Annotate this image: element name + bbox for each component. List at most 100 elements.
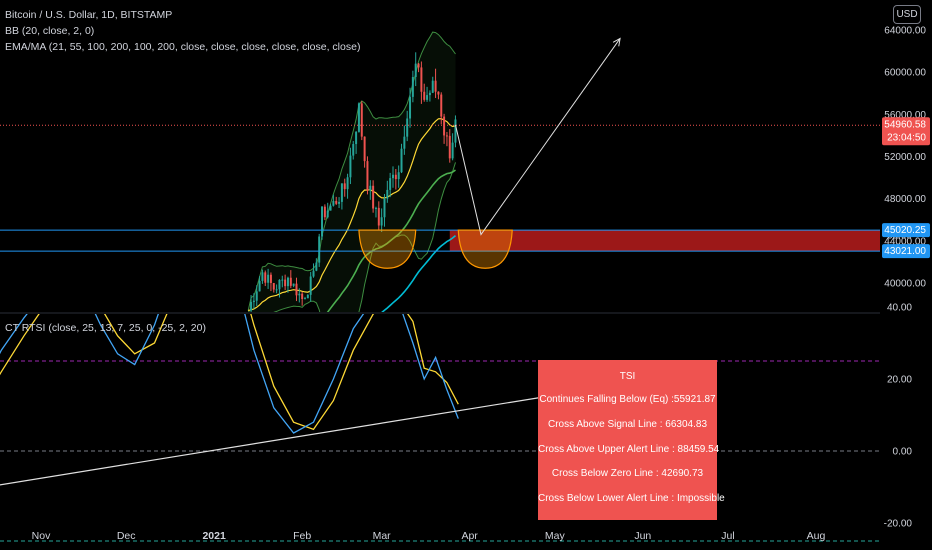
candle-body[interactable]: [417, 63, 420, 68]
price-tick-label: 60000.00: [884, 68, 926, 79]
tsi-panel-line: Cross Above Signal Line : 66304.83: [548, 419, 707, 430]
candle-body[interactable]: [414, 63, 417, 78]
candle-body[interactable]: [258, 280, 261, 292]
candle-body[interactable]: [369, 185, 372, 191]
candle-body[interactable]: [440, 94, 443, 117]
candle-body[interactable]: [250, 301, 253, 311]
candlesticks[interactable]: [250, 52, 457, 318]
support-zone-rect: [449, 230, 880, 252]
projection-line[interactable]: [455, 38, 621, 236]
tsi-info-panel: TSI Continues Falling Below (Eq) :55921.…: [538, 360, 725, 520]
candle-body[interactable]: [443, 116, 446, 136]
candle-body[interactable]: [423, 91, 426, 100]
candle-body[interactable]: [278, 279, 281, 290]
candle-body[interactable]: [329, 205, 332, 211]
candle-body[interactable]: [403, 136, 406, 149]
indicator-tsi-label[interactable]: CT RTSI (close, 25, 13, 7, 25, 0, -25, 2…: [5, 322, 206, 334]
candle-body[interactable]: [355, 131, 358, 145]
bb-upper-line: [247, 31, 456, 311]
candle-body[interactable]: [323, 206, 326, 218]
candle-body[interactable]: [318, 236, 321, 263]
time-tick-label: Aug: [807, 530, 826, 542]
candle-body[interactable]: [261, 272, 264, 281]
candle-body[interactable]: [380, 217, 383, 226]
candle-body[interactable]: [252, 300, 255, 302]
cup-shape[interactable]: [358, 229, 417, 269]
candle-body[interactable]: [426, 95, 429, 100]
candle-body[interactable]: [363, 136, 366, 162]
candle-body[interactable]: [315, 262, 318, 271]
candle-body[interactable]: [338, 201, 341, 204]
candle-body[interactable]: [437, 91, 440, 95]
candle-body[interactable]: [295, 283, 298, 296]
candle-body[interactable]: [352, 144, 355, 156]
candle-body[interactable]: [335, 200, 338, 204]
price-label-text: 43021.00: [884, 246, 926, 257]
candle-body[interactable]: [321, 206, 324, 237]
candle-body[interactable]: [397, 172, 400, 180]
candle-body[interactable]: [306, 294, 309, 299]
candle-body[interactable]: [292, 283, 295, 286]
bollinger-bands: [247, 31, 456, 312]
candle-body[interactable]: [284, 279, 287, 287]
cup-drawings[interactable]: [358, 229, 513, 269]
candle-body[interactable]: [428, 92, 431, 96]
candle-body[interactable]: [374, 207, 377, 209]
indicator-bb-label[interactable]: BB (20, close, 2, 0): [5, 25, 95, 37]
candle-body[interactable]: [289, 277, 292, 286]
candle-body[interactable]: [346, 177, 349, 190]
time-axis[interactable]: Nov Dec 2021 Feb Mar Apr May Jun Jul Aug: [32, 530, 826, 542]
candle-body[interactable]: [431, 80, 434, 93]
candle-body[interactable]: [454, 119, 457, 143]
candle-body[interactable]: [409, 96, 412, 119]
candle-body[interactable]: [349, 155, 352, 178]
currency-button[interactable]: USD: [893, 5, 921, 24]
candle-body[interactable]: [420, 67, 423, 92]
price-tick-label: 56000.00: [884, 110, 926, 121]
candle-body[interactable]: [445, 135, 448, 137]
candle-body[interactable]: [286, 277, 289, 287]
candle-body[interactable]: [386, 189, 389, 199]
candle-body[interactable]: [267, 274, 270, 283]
candle-body[interactable]: [264, 272, 267, 283]
candle-body[interactable]: [357, 103, 360, 132]
candle-body[interactable]: [326, 210, 329, 218]
tsi-panel-line: Continues Falling Below (Eq) :55921.87: [539, 394, 716, 405]
bb-lower-line: [247, 162, 456, 312]
time-tick-label: Apr: [461, 530, 478, 542]
candle-body[interactable]: [392, 174, 394, 179]
candle-body[interactable]: [343, 183, 346, 190]
candle-body[interactable]: [434, 80, 437, 92]
candle-body[interactable]: [411, 77, 414, 97]
candle-body[interactable]: [298, 293, 301, 296]
candle-body[interactable]: [406, 118, 409, 137]
candle-body[interactable]: [312, 270, 315, 277]
indicator-ema-label[interactable]: EMA/MA (21, 55, 100, 200, 100, 200, clos…: [5, 41, 361, 53]
candle-body[interactable]: [360, 103, 363, 137]
candle-body[interactable]: [400, 148, 403, 173]
candle-body[interactable]: [304, 298, 306, 300]
candle-body[interactable]: [272, 283, 275, 290]
candle-body[interactable]: [372, 185, 375, 209]
candle-body[interactable]: [451, 142, 454, 159]
candle-body[interactable]: [269, 274, 272, 284]
candle-body[interactable]: [377, 207, 380, 226]
price-axis[interactable]: 40000.00 44000.00 48000.00 52000.00 56000.00…: [884, 26, 927, 530]
projection-path[interactable]: [455, 37, 621, 236]
horizontal-levels[interactable]: [0, 124, 880, 252]
candle-body[interactable]: [275, 289, 278, 291]
candle-body[interactable]: [394, 174, 397, 180]
candle-body[interactable]: [383, 198, 386, 218]
candle-body[interactable]: [389, 178, 392, 190]
candle-body[interactable]: [366, 161, 369, 191]
candle-body[interactable]: [340, 183, 343, 202]
cup-shape[interactable]: [457, 229, 513, 269]
candle-body[interactable]: [255, 291, 258, 301]
candle-body[interactable]: [301, 293, 304, 299]
candle-body[interactable]: [448, 135, 451, 159]
tsi-panel-line: Cross Below Zero Line : 42690.73: [551, 468, 704, 479]
candle-body[interactable]: [281, 279, 284, 281]
candle-body[interactable]: [309, 276, 312, 295]
candle-body[interactable]: [332, 200, 335, 206]
